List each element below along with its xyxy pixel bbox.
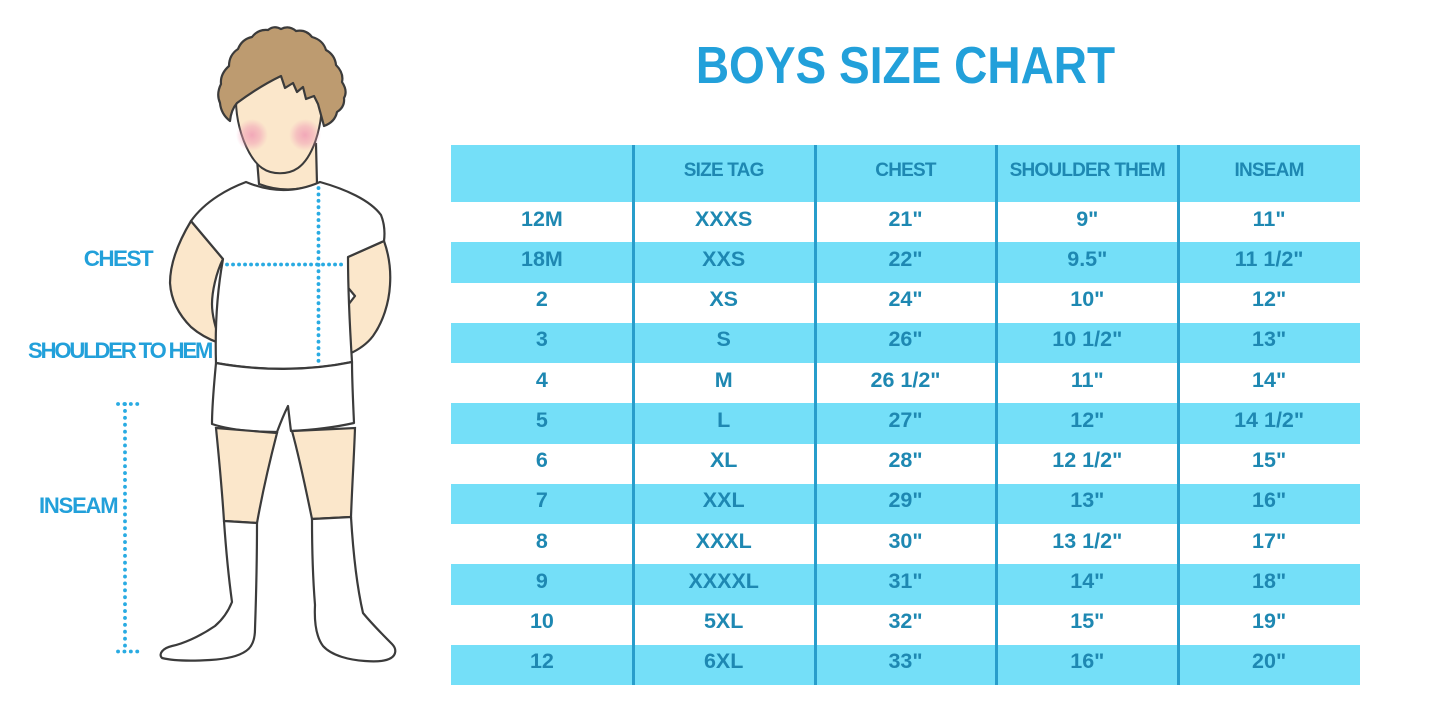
svg-text:SHOULDER TO HEM: SHOULDER TO HEM <box>28 338 212 363</box>
svg-text:CHEST: CHEST <box>84 246 154 271</box>
svg-text:INSEAM: INSEAM <box>39 493 117 518</box>
